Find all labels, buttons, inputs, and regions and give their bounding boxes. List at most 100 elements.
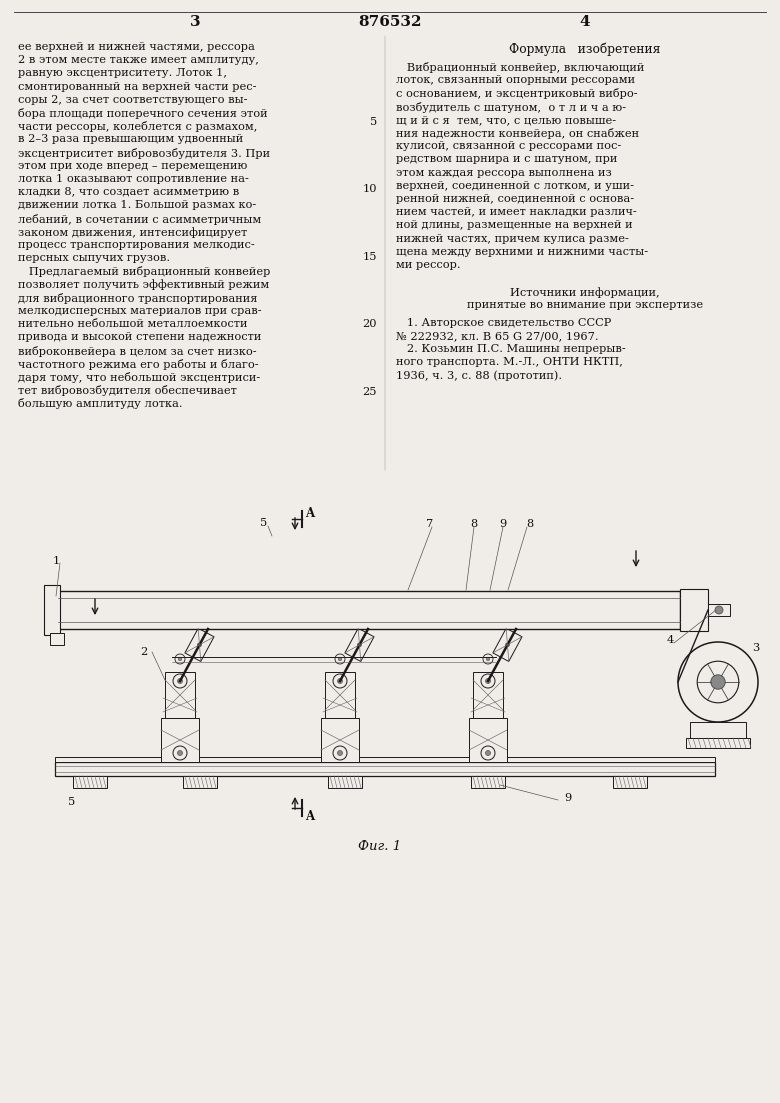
Text: лотка 1 оказывают сопротивление на-: лотка 1 оказывают сопротивление на- bbox=[18, 174, 249, 184]
Text: 5: 5 bbox=[261, 518, 268, 528]
Text: большую амплитуду лотка.: большую амплитуду лотка. bbox=[18, 398, 183, 409]
Text: равную эксцентриситету. Лоток 1,: равную эксцентриситету. Лоток 1, bbox=[18, 68, 227, 78]
Text: в 2–3 раза превышающим удвоенный: в 2–3 раза превышающим удвоенный bbox=[18, 135, 243, 144]
Text: ее верхней и нижней частями, рессора: ее верхней и нижней частями, рессора bbox=[18, 42, 255, 52]
Text: нительно небольшой металлоемкости: нительно небольшой металлоемкости bbox=[18, 319, 247, 329]
Text: кулисой, связанной с рессорами пос-: кулисой, связанной с рессорами пос- bbox=[396, 141, 621, 151]
Text: 8: 8 bbox=[526, 520, 534, 529]
Text: движении лотка 1. Большой размах ко-: движении лотка 1. Большой размах ко- bbox=[18, 201, 257, 211]
Text: даря тому, что небольшой эксцентриси-: даря тому, что небольшой эксцентриси- bbox=[18, 372, 261, 383]
Circle shape bbox=[197, 643, 201, 646]
Circle shape bbox=[338, 678, 342, 684]
Text: этом при ходе вперед – перемещению: этом при ходе вперед – перемещению bbox=[18, 161, 247, 171]
Text: 7: 7 bbox=[427, 520, 434, 529]
Text: ренной нижней, соединенной с основа-: ренной нижней, соединенной с основа- bbox=[396, 194, 634, 204]
Text: эксцентриситет вибровозбудителя 3. При: эксцентриситет вибровозбудителя 3. При bbox=[18, 148, 270, 159]
Text: ной длины, размещенные на верхней и: ной длины, размещенные на верхней и bbox=[396, 221, 633, 231]
Text: 8: 8 bbox=[470, 520, 477, 529]
Circle shape bbox=[697, 661, 739, 703]
Text: Формула   изобретения: Формула изобретения bbox=[509, 42, 661, 55]
Circle shape bbox=[173, 674, 187, 688]
Text: 3: 3 bbox=[753, 643, 760, 653]
Text: 9: 9 bbox=[499, 520, 507, 529]
Circle shape bbox=[335, 654, 345, 664]
Text: законом движения, интенсифицирует: законом движения, интенсифицирует bbox=[18, 227, 247, 237]
Circle shape bbox=[678, 642, 758, 722]
Circle shape bbox=[333, 674, 347, 688]
Text: Фиг. 1: Фиг. 1 bbox=[359, 840, 402, 853]
Circle shape bbox=[486, 657, 490, 661]
Text: верхней, соединенной с лотком, и уши-: верхней, соединенной с лотком, и уши- bbox=[396, 181, 634, 191]
Text: ми рессор.: ми рессор. bbox=[396, 260, 461, 270]
Text: 1: 1 bbox=[52, 556, 59, 566]
Bar bbox=[55, 757, 715, 762]
Circle shape bbox=[481, 746, 495, 760]
Bar bbox=[469, 718, 507, 762]
Text: бора площади поперечного сечения этой: бора площади поперечного сечения этой bbox=[18, 108, 268, 119]
Text: щ и й с я  тем, что, с целью повыше-: щ и й с я тем, что, с целью повыше- bbox=[396, 115, 616, 125]
Circle shape bbox=[178, 678, 183, 684]
Bar bbox=[613, 777, 647, 788]
Circle shape bbox=[339, 657, 342, 661]
Text: A: A bbox=[305, 507, 314, 520]
Text: соры 2, за счет соответствующего вы-: соры 2, за счет соответствующего вы- bbox=[18, 95, 247, 105]
Text: 25: 25 bbox=[363, 387, 377, 397]
Polygon shape bbox=[493, 629, 522, 662]
Circle shape bbox=[333, 746, 347, 760]
Text: частотного режима его работы и благо-: частотного режима его работы и благо- bbox=[18, 358, 259, 370]
Text: нижней частях, причем кулиса разме-: нижней частях, причем кулиса разме- bbox=[396, 234, 629, 244]
Text: этом каждая рессора выполнена из: этом каждая рессора выполнена из bbox=[396, 168, 612, 178]
Text: № 222932, кл. В 65 G 27/00, 1967.: № 222932, кл. В 65 G 27/00, 1967. bbox=[396, 331, 598, 341]
Bar bbox=[680, 589, 708, 631]
Text: возбудитель с шатуном,  о т л и ч а ю-: возбудитель с шатуном, о т л и ч а ю- bbox=[396, 101, 626, 113]
Circle shape bbox=[173, 746, 187, 760]
Circle shape bbox=[178, 657, 182, 661]
Polygon shape bbox=[185, 629, 214, 662]
Bar bbox=[161, 718, 199, 762]
Circle shape bbox=[338, 750, 342, 756]
Text: 3: 3 bbox=[190, 15, 200, 29]
Circle shape bbox=[357, 643, 361, 646]
Bar bbox=[183, 777, 217, 788]
Circle shape bbox=[485, 678, 491, 684]
Bar bbox=[50, 633, 64, 645]
Text: лебаний, в сочетании с асимметричным: лебаний, в сочетании с асимметричным bbox=[18, 214, 261, 225]
Text: тет вибровозбудителя обеспечивает: тет вибровозбудителя обеспечивает bbox=[18, 385, 237, 396]
Bar bbox=[55, 762, 715, 777]
Bar bbox=[165, 672, 195, 718]
Text: с основанием, и эксцентриковый вибро-: с основанием, и эксцентриковый вибро- bbox=[396, 88, 637, 99]
Text: ного транспорта. М.-Л., ОНТИ НКТП,: ного транспорта. М.-Л., ОНТИ НКТП, bbox=[396, 357, 623, 367]
Bar bbox=[473, 672, 503, 718]
Bar bbox=[686, 738, 750, 748]
Text: нием частей, и имеет накладки различ-: нием частей, и имеет накладки различ- bbox=[396, 207, 636, 217]
Text: Вибрационный конвейер, включающий: Вибрационный конвейер, включающий bbox=[396, 62, 644, 73]
Text: позволяет получить эффективный режим: позволяет получить эффективный режим bbox=[18, 279, 269, 290]
Circle shape bbox=[175, 654, 185, 664]
Bar bbox=[321, 718, 359, 762]
Text: принятые во внимание при экспертизе: принятые во внимание при экспертизе bbox=[467, 300, 703, 310]
Text: 15: 15 bbox=[363, 251, 377, 263]
Text: виброконвейера в целом за счет низко-: виброконвейера в целом за счет низко- bbox=[18, 345, 257, 356]
Text: 5: 5 bbox=[370, 117, 377, 127]
Text: 20: 20 bbox=[363, 319, 377, 329]
Text: 5: 5 bbox=[69, 797, 76, 807]
Text: мелкодисперсных материалов при срав-: мелкодисперсных материалов при срав- bbox=[18, 306, 261, 315]
Text: лоток, связанный опорными рессорами: лоток, связанный опорными рессорами bbox=[396, 75, 635, 85]
Text: 2 в этом месте также имеет амплитуду,: 2 в этом месте также имеет амплитуду, bbox=[18, 55, 259, 65]
Text: 9: 9 bbox=[565, 793, 572, 803]
Bar bbox=[325, 672, 355, 718]
Bar bbox=[471, 777, 505, 788]
Text: 876532: 876532 bbox=[358, 15, 422, 29]
Circle shape bbox=[715, 606, 723, 614]
Circle shape bbox=[178, 750, 183, 756]
Text: ния надежности конвейера, он снабжен: ния надежности конвейера, он снабжен bbox=[396, 128, 639, 139]
Text: 4: 4 bbox=[666, 635, 674, 645]
Circle shape bbox=[481, 674, 495, 688]
Text: A: A bbox=[305, 810, 314, 823]
Circle shape bbox=[485, 750, 491, 756]
Text: части рессоры, колеблется с размахом,: части рессоры, колеблется с размахом, bbox=[18, 121, 257, 132]
Text: 1936, ч. 3, с. 88 (прототип).: 1936, ч. 3, с. 88 (прототип). bbox=[396, 371, 562, 381]
Text: персных сыпучих грузов.: персных сыпучих грузов. bbox=[18, 254, 170, 264]
Bar bbox=[690, 722, 746, 738]
Bar bbox=[328, 777, 362, 788]
